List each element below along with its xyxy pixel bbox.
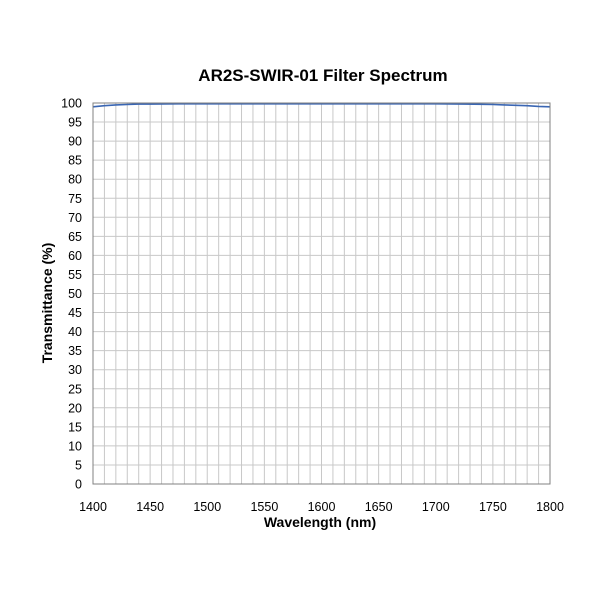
y-axis-label: Transmittance (%) xyxy=(39,243,55,364)
y-tick-label: 5 xyxy=(75,458,82,472)
y-tick-label: 10 xyxy=(68,439,82,453)
y-tick-label: 45 xyxy=(68,306,82,320)
y-tick-label: 100 xyxy=(61,97,82,111)
y-tick-label: 40 xyxy=(68,325,82,339)
gridlines xyxy=(92,102,551,485)
y-tick-label: 75 xyxy=(68,192,82,206)
y-tick-label: 85 xyxy=(68,154,82,168)
y-tick-label: 30 xyxy=(68,363,82,377)
y-tick-label: 50 xyxy=(68,287,82,301)
x-tick-label: 1400 xyxy=(79,500,107,514)
y-tick-label: 90 xyxy=(68,135,82,149)
y-tick-label: 95 xyxy=(68,116,82,130)
y-tick-label: 0 xyxy=(75,478,82,492)
y-tick-label: 55 xyxy=(68,268,82,282)
y-tick-label: 35 xyxy=(68,344,82,358)
x-tick-label: 1450 xyxy=(136,500,164,514)
plot-area-border xyxy=(92,102,551,485)
x-tick-label: 1550 xyxy=(250,500,278,514)
y-tick-label: 20 xyxy=(68,401,82,415)
y-tick-label: 25 xyxy=(68,382,82,396)
y-tick-label: 60 xyxy=(68,249,82,263)
x-tick-label: 1750 xyxy=(479,500,507,514)
y-tick-label: 65 xyxy=(68,230,82,244)
x-axis-label: Wavelength (nm) xyxy=(264,514,376,530)
x-tick-label: 1600 xyxy=(308,500,336,514)
chart-title: AR2S-SWIR-01 Filter Spectrum xyxy=(198,66,447,85)
x-tick-label: 1650 xyxy=(365,500,393,514)
y-tick-label: 80 xyxy=(68,173,82,187)
x-axis-tick-labels: 1400 1450 1500 1550 1600 1650 1700 1750 1800 xyxy=(79,500,564,514)
y-tick-label: 15 xyxy=(68,420,82,434)
y-tick-label: 70 xyxy=(68,211,82,225)
x-tick-label: 1800 xyxy=(536,500,564,514)
series-line xyxy=(92,103,551,108)
series-layer xyxy=(92,103,551,108)
x-tick-label: 1700 xyxy=(422,500,450,514)
y-axis-tick-labels: 0 5 10 15 20 25 30 35 40 45 50 55 60 65 70 75 80 85 90 95 10… xyxy=(61,97,82,492)
x-tick-label: 1500 xyxy=(193,500,221,514)
